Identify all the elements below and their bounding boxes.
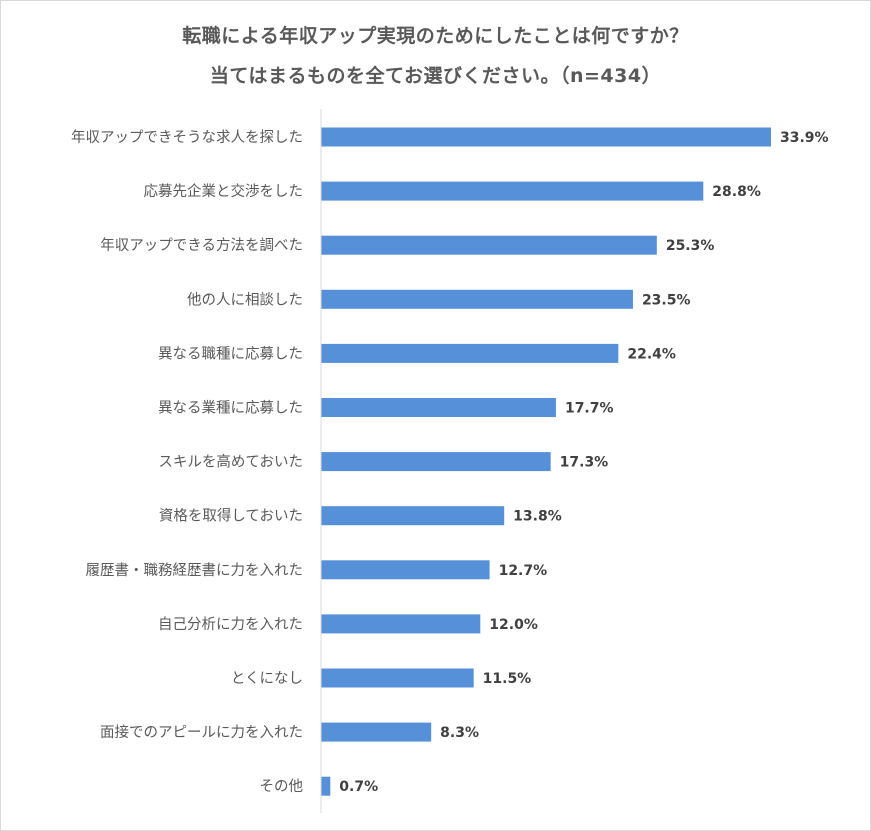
- category-label: スキルを高めておいた: [158, 454, 303, 471]
- bar: [321, 776, 331, 796]
- data-label: 25.3%: [666, 238, 715, 254]
- bar: [321, 614, 481, 634]
- data-label: 12.7%: [499, 563, 548, 579]
- data-label: 8.3%: [440, 725, 479, 741]
- data-label: 17.3%: [560, 455, 609, 471]
- category-label: 面接でのアピールに力を入れた: [100, 724, 303, 741]
- bar: [321, 560, 490, 580]
- bar: [321, 343, 619, 363]
- category-label: 応募先企業と交渉をした: [144, 182, 304, 200]
- data-label: 33.9%: [780, 130, 829, 146]
- bar: [321, 722, 432, 742]
- bar: [321, 452, 551, 472]
- category-label: 年収アップできる方法を調べた: [100, 237, 303, 254]
- category-label: 年収アップできそうな求人を探した: [71, 129, 303, 146]
- category-label: 他の人に相談した: [187, 291, 303, 308]
- chart-title-line-1: 転職による年収アップ実現のためにしたことは何ですか？: [182, 25, 689, 47]
- bar: [321, 398, 556, 417]
- data-label: 11.5%: [483, 671, 532, 687]
- category-label: 資格を取得しておいた: [159, 508, 303, 525]
- data-label: 23.5%: [642, 292, 691, 308]
- data-label: 13.8%: [513, 509, 562, 525]
- bar: [321, 127, 771, 147]
- category-label: 履歴書・職務経歴書に力を入れた: [86, 562, 304, 579]
- data-label: 12.0%: [489, 617, 538, 633]
- data-label: 0.7%: [339, 779, 378, 795]
- bar: [321, 181, 704, 201]
- category-label: とくになし: [231, 670, 303, 687]
- data-label: 17.7%: [565, 401, 614, 417]
- bar: [321, 506, 505, 526]
- category-label: 異なる業種に応募した: [158, 400, 303, 417]
- bar: [321, 289, 633, 309]
- bar: [321, 235, 657, 255]
- chart-title-line-2: 当てはまるものを全てお選びください。（n=434）: [209, 65, 662, 87]
- data-label: 28.8%: [712, 184, 761, 200]
- data-label: 22.4%: [627, 346, 676, 362]
- category-label: その他: [260, 778, 304, 795]
- category-label: 異なる職種に応募した: [158, 345, 303, 362]
- category-label: 自己分析に力を入れた: [158, 616, 303, 633]
- bar: [321, 668, 474, 688]
